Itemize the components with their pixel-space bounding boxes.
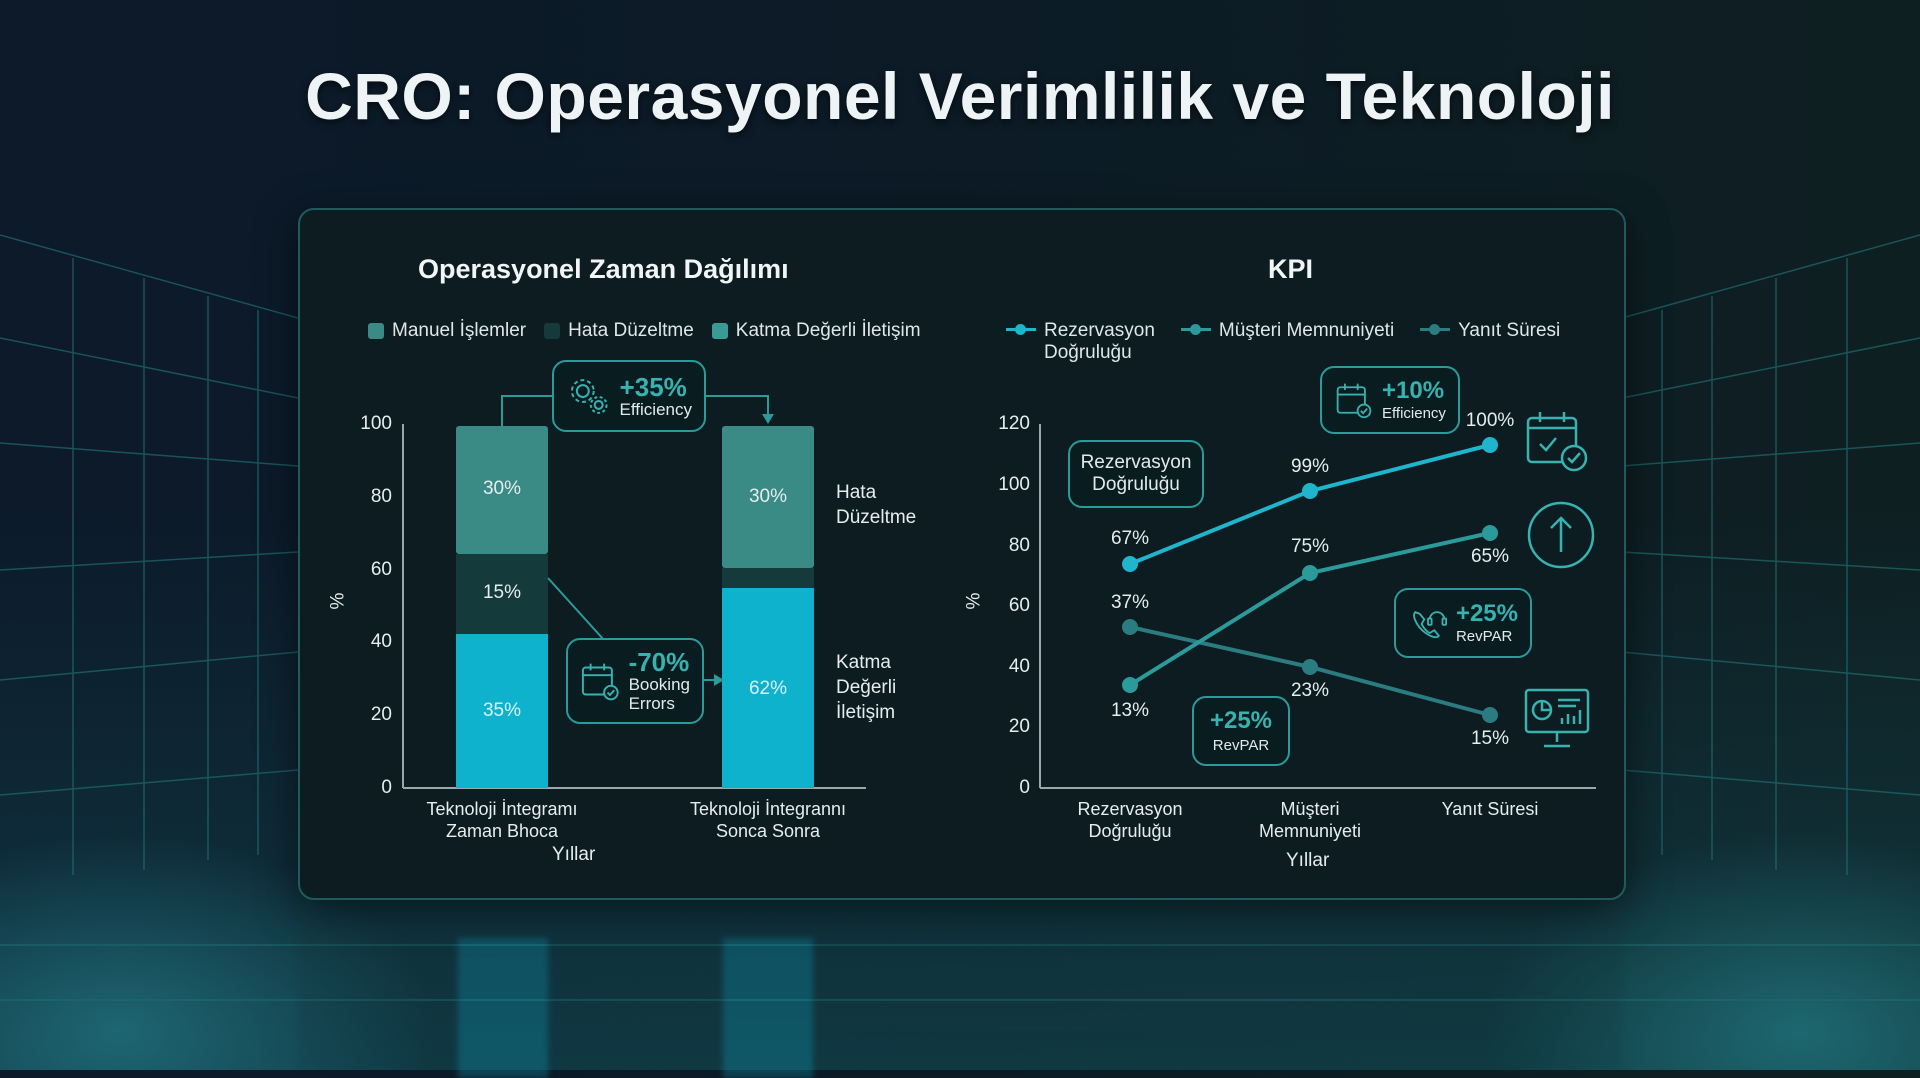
efficiency-kpi-callout: +10% Efficiency [1320,366,1460,434]
legend-item-rezervasyon[interactable]: Rezervasyon Doğruluğu [1006,320,1155,364]
bar2-bottom-segment [722,588,814,788]
y-axis-label: % [327,592,349,610]
point-label: 100% [1465,410,1515,431]
line-chart [1039,424,1596,789]
legend-line-marker [1180,320,1211,338]
legend-line-marker [1420,320,1451,338]
arrow-up-circle-icon [1527,501,1595,569]
point-label: 15% [1470,728,1510,749]
legend-item-musteri[interactable]: Müşteri Memnuniyeti [1180,320,1394,364]
gears-icon [570,379,608,414]
bar1-mid-label: 15% [482,582,522,603]
point-label: 65% [1470,546,1510,567]
y-tick: 60 [1008,595,1030,616]
x-category-after: Teknoloji İntegrannı Sonca Sonra [689,799,847,841]
y-tick: 0 [1019,777,1030,798]
point-label: 75% [1290,536,1330,557]
x-category-before: Teknoloji İntegramı Zaman Bhoca [426,799,578,841]
y-tick: 60 [370,559,392,580]
left-chart-title: Operasyonel Zaman Dağılımı [418,254,789,284]
charts-panel: Operasyonel Zaman Dağılımı Manuel İşleml… [298,208,1626,900]
phone-headset-icon [1413,611,1448,639]
monitor-chart-icon [1524,688,1590,748]
legend-line-marker [1006,320,1036,338]
y-tick: 20 [370,704,392,725]
y-tick: 20 [1008,716,1030,737]
y-axis-label: % [963,592,985,610]
rezervasyon-callout: Rezervasyon Doğruluğu [1068,440,1204,508]
booking-errors-callout: -70% Booking Errors [566,638,704,724]
revpar-callout-2: +25% RevPAR [1394,588,1532,658]
calendar-check-icon [1336,383,1372,419]
legend-swatch [368,323,384,339]
y-tick: 40 [370,631,392,652]
right-chart-legend: Rezervasyon Doğruluğu Müşteri Memnuniyeti… [1006,320,1560,364]
bar1-top-segment [456,426,548,554]
legend-item-yanit[interactable]: Yanıt Süresi [1420,320,1560,364]
right-chart-title: KPI [1268,254,1314,284]
bar2-bottom-label: 62% [748,678,788,699]
y-tick: 40 [1008,656,1030,677]
x-axis-label: Yıllar [552,844,596,865]
x-category: Müşteri Memnuniyeti [1258,799,1362,841]
y-tick: 120 [998,413,1030,434]
panel-reflection [298,898,1622,1078]
y-tick: 80 [370,486,392,507]
point-label: 37% [1110,592,1150,613]
bar1-bottom-label: 35% [482,700,522,721]
bar2-top-label: 30% [748,486,788,507]
side-label-katma: Katma Değerli İletişim [836,652,897,723]
point-label: 23% [1290,680,1330,701]
y-tick: 100 [360,413,392,434]
calendar-double-check-icon [1526,412,1588,472]
y-tick: 80 [1008,535,1030,556]
bar2-mid-segment [722,568,814,588]
side-label-hata: Hata Düzeltme [836,482,917,528]
x-category: Yanıt Süresi [1441,799,1539,819]
y-tick: 0 [381,777,392,798]
revpar-callout-1: +25% RevPAR [1192,696,1290,766]
x-category: Rezervasyon Doğruluğu [1077,799,1183,841]
legend-swatch [544,323,561,339]
point-label: 67% [1110,528,1150,549]
bar2-top-segment [722,426,814,568]
y-tick: 100 [998,474,1030,495]
calendar-check-icon [581,663,619,701]
stacked-bar-chart [402,395,866,789]
legend-item-hata[interactable]: Hata Düzeltme [544,320,694,342]
bar1-mid-segment [456,554,548,634]
page-title: CRO: Operasyonel Verimlilik ve Teknoloji [305,59,1615,133]
legend-item-manuel[interactable]: Manuel İşlemler [368,320,526,342]
bar1-top-label: 30% [482,478,522,499]
x-axis-label: Yıllar [1286,850,1330,871]
bar1-bottom-segment [456,634,548,788]
efficiency-callout: +35% Efficiency [552,360,706,432]
left-chart-legend: Manuel İşlemler Hata Düzeltme Katma Değe… [368,320,921,342]
legend-swatch [711,323,728,339]
point-label: 99% [1290,456,1330,477]
point-label: 13% [1110,700,1150,721]
legend-item-katma[interactable]: Katma Değerli İletişim [711,320,921,342]
